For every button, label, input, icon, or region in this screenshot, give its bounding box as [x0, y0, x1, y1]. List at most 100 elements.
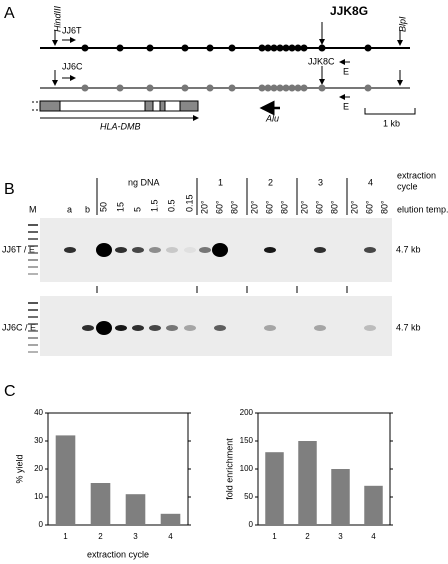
cycle-label: extraction — [397, 170, 436, 180]
gel-band — [364, 247, 376, 253]
map-dot — [300, 84, 308, 92]
map-dot — [264, 84, 272, 92]
map-dot — [318, 84, 326, 92]
ladder-band — [28, 266, 38, 268]
map-dot — [116, 84, 124, 92]
temp-label: 20° — [299, 200, 309, 214]
lane-label: b — [85, 204, 90, 214]
map-title: JJK8G — [330, 4, 368, 18]
panel-label: A — [4, 5, 15, 22]
bar — [90, 483, 111, 525]
lane-label: M — [29, 204, 37, 214]
ladder-band — [28, 245, 38, 247]
ladder-band — [28, 224, 38, 226]
map-dot — [81, 84, 89, 92]
temp-label: 20° — [199, 200, 209, 214]
map-dot — [282, 44, 290, 52]
map-dot — [81, 44, 89, 52]
map-dot — [318, 44, 326, 52]
band-size: 4.7 kb — [396, 322, 421, 332]
x-tick-label: 4 — [168, 532, 173, 541]
y-tick-label: 100 — [240, 464, 254, 473]
ladder-band — [28, 273, 38, 275]
x-tick-label: 3 — [133, 532, 138, 541]
map-dot — [270, 84, 278, 92]
y-tick-label: 0 — [39, 520, 44, 529]
gel-band — [314, 325, 326, 331]
gel-band — [214, 325, 226, 331]
map-dot — [146, 44, 154, 52]
map-dot — [181, 84, 189, 92]
cycle-number: 1 — [218, 177, 223, 187]
gel-band — [314, 247, 326, 253]
map-dot — [264, 44, 272, 52]
y-tick-label: 200 — [240, 408, 254, 417]
map-dot — [294, 44, 302, 52]
map-dot — [364, 84, 372, 92]
gel-band — [132, 247, 144, 253]
x-tick-label: 2 — [305, 532, 310, 541]
y-axis-label: fold enrichment — [224, 438, 234, 500]
map-dot — [116, 44, 124, 52]
temp-label: 60° — [314, 200, 324, 214]
map-dot — [181, 44, 189, 52]
ng-label: ng DNA — [128, 177, 160, 187]
temp-label: 60° — [364, 200, 374, 214]
ng-value: 5 — [132, 207, 142, 212]
gel-band — [184, 325, 196, 331]
bar — [265, 452, 284, 525]
y-tick-label: 20 — [34, 464, 43, 473]
y-tick-label: 50 — [244, 492, 253, 501]
map-dot — [288, 84, 296, 92]
panel-label: C — [4, 383, 16, 400]
ladder-band — [28, 231, 38, 233]
gel-band — [64, 247, 76, 253]
repeat-label: Alu — [265, 113, 279, 123]
gel-band — [149, 247, 161, 253]
panel-label: B — [4, 181, 15, 198]
ng-value: 0.15 — [184, 194, 194, 212]
bar — [364, 485, 383, 525]
map-dot — [364, 44, 372, 52]
map-dot — [270, 44, 278, 52]
map-dot — [228, 84, 236, 92]
map-dot — [258, 84, 266, 92]
map-dot — [206, 84, 214, 92]
map-dot — [276, 84, 284, 92]
ladder-band — [28, 252, 38, 254]
gel-band — [212, 243, 228, 257]
ng-value: 50 — [98, 202, 108, 212]
bar — [160, 513, 181, 525]
cycle-number: 2 — [268, 177, 273, 187]
ladder-band — [28, 330, 38, 332]
temp-label: 80° — [329, 200, 339, 214]
y-tick-label: 30 — [34, 436, 43, 445]
x-tick-label: 1 — [63, 532, 68, 541]
band-size: 4.7 kb — [396, 244, 421, 254]
scale-bar — [364, 108, 416, 115]
x-tick-label: 4 — [371, 532, 376, 541]
primer-label: JJ6C — [62, 61, 83, 71]
x-tick-label: 1 — [272, 532, 277, 541]
gene-structure — [32, 100, 199, 121]
map-dot — [282, 84, 290, 92]
map-dot — [206, 44, 214, 52]
primer-label: JJK8C — [308, 56, 335, 66]
gene-label: HLA-DMB — [100, 121, 141, 131]
primer-label: JJ6T — [62, 25, 82, 35]
ladder-band — [28, 238, 38, 240]
cycle-number: 4 — [368, 177, 373, 187]
map-dot — [288, 44, 296, 52]
gel-band — [82, 325, 94, 331]
x-axis-label: extraction cycle — [87, 549, 149, 559]
temp-label: 60° — [214, 200, 224, 214]
y-tick-label: 0 — [249, 520, 254, 529]
y-tick-label: 10 — [34, 492, 43, 501]
ladder-band — [28, 309, 38, 311]
row-label: JJ6C / E — [2, 322, 36, 332]
site-label: BlpI — [397, 16, 407, 32]
gel-band — [166, 247, 178, 253]
row-label: JJ6T / E — [2, 244, 35, 254]
gel-band — [115, 247, 127, 253]
